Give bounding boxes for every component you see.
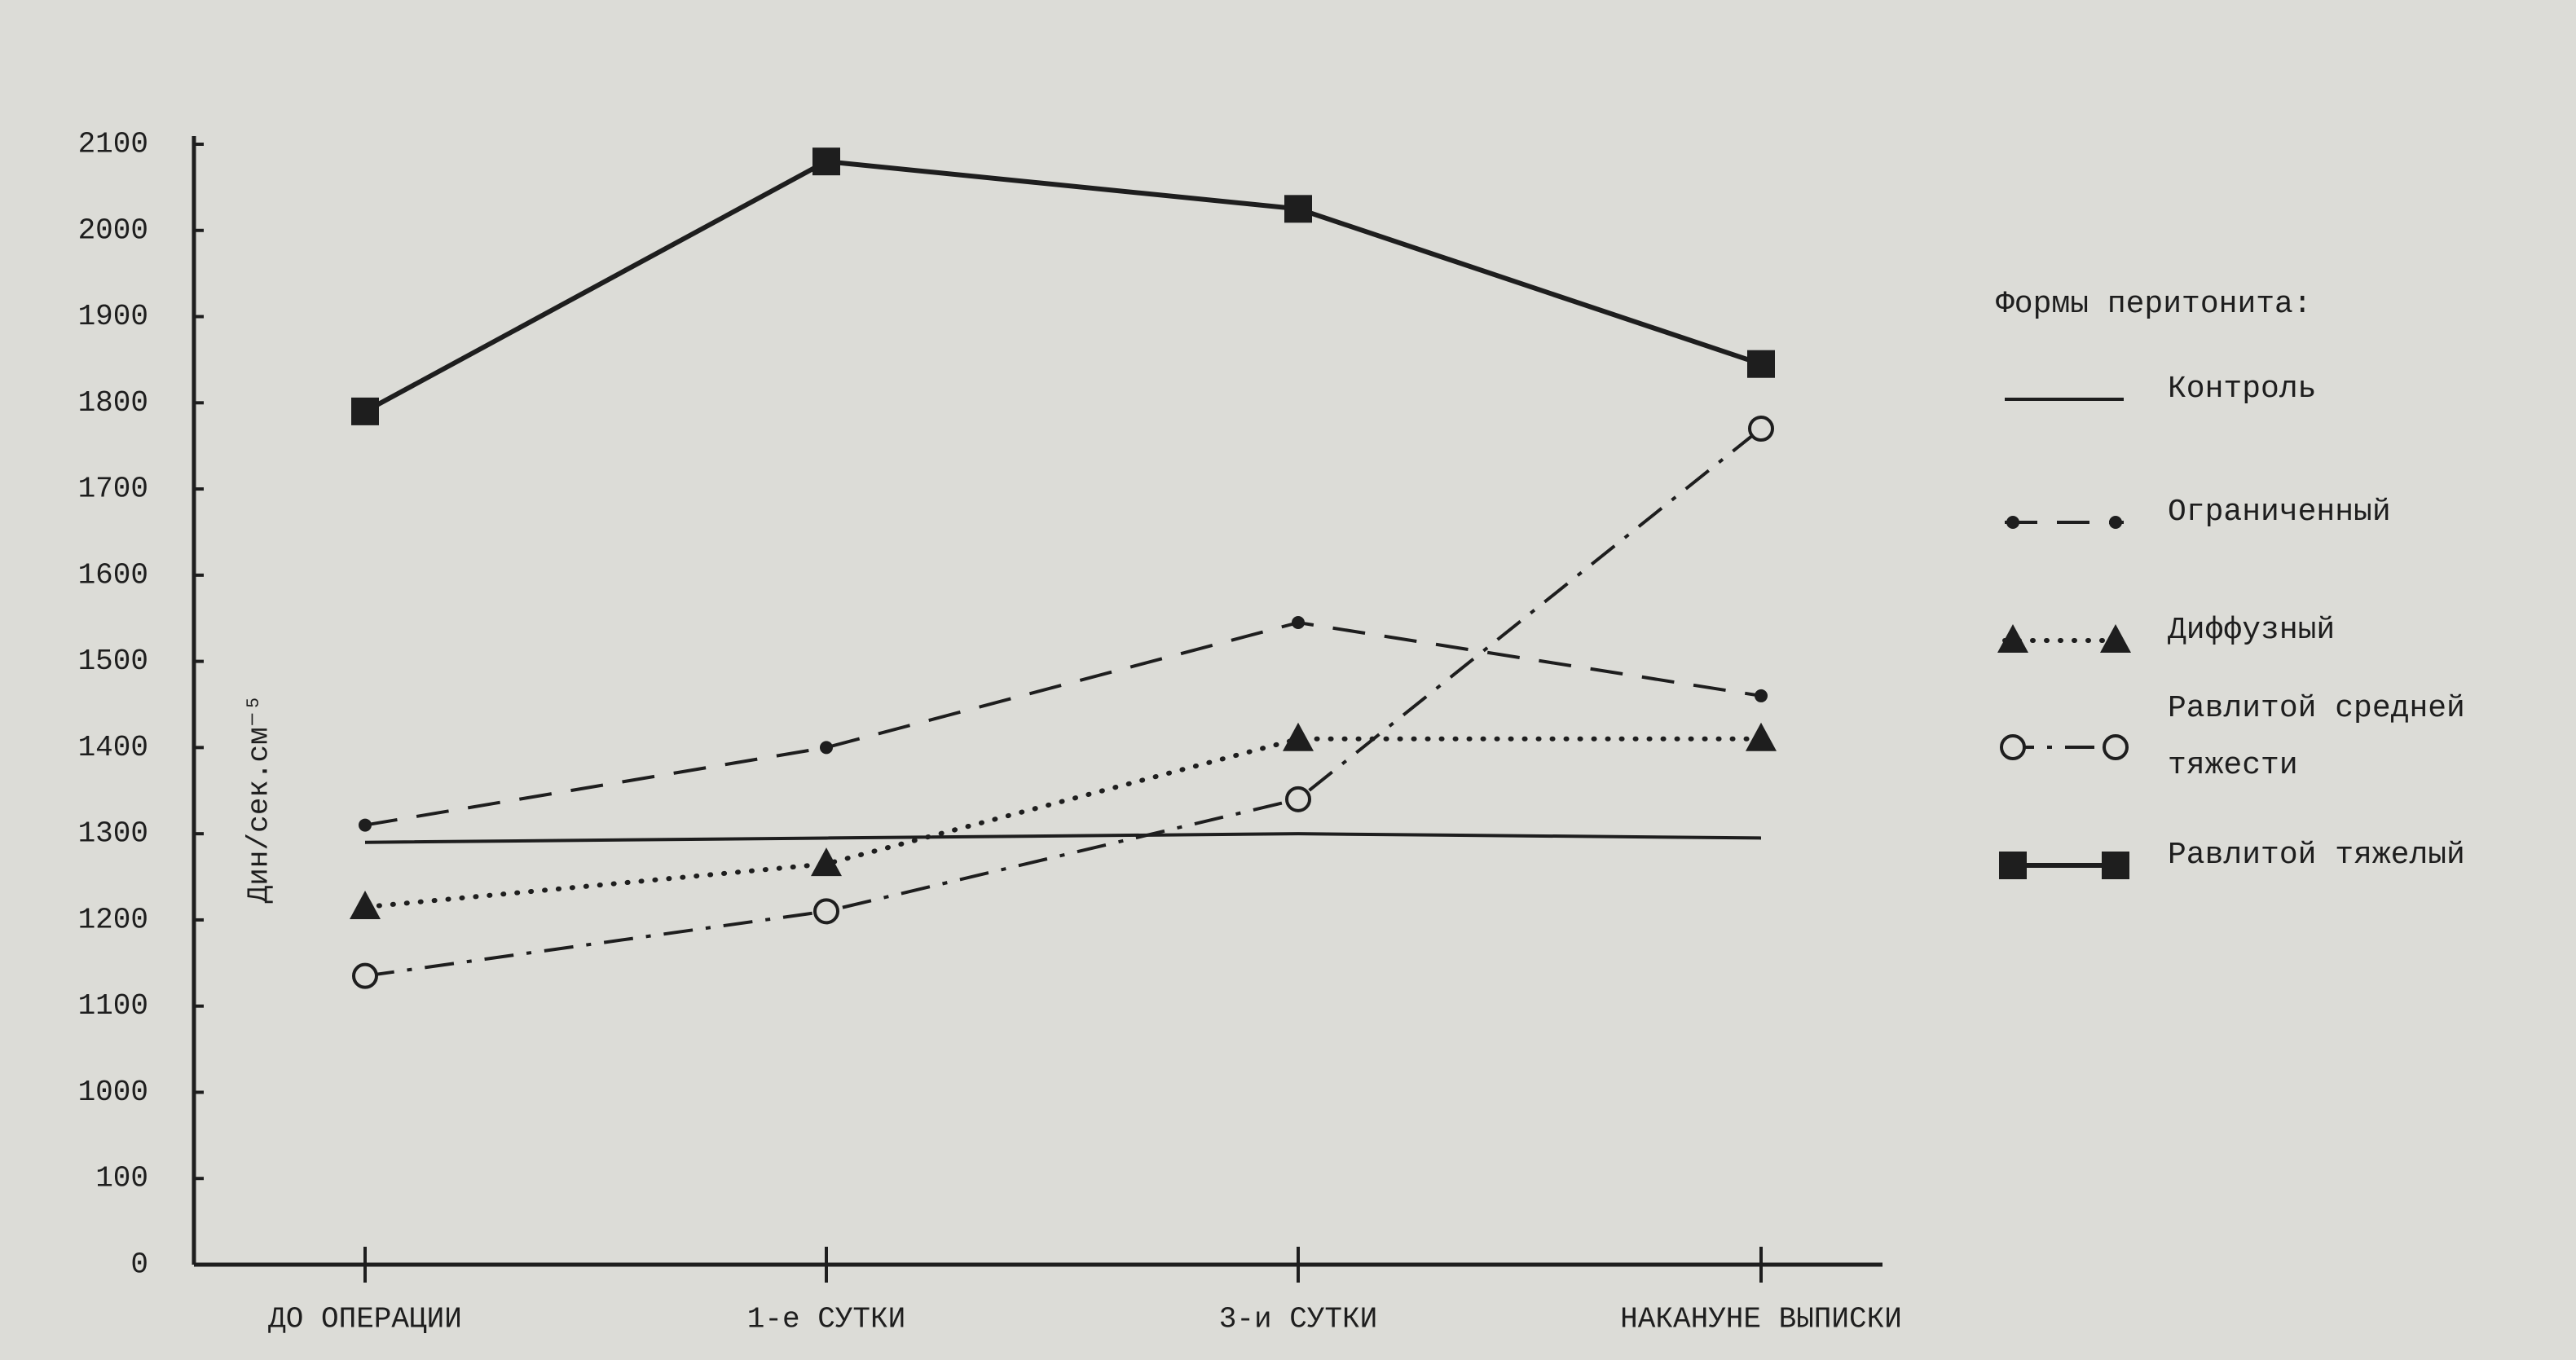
point xyxy=(2006,516,2019,529)
point xyxy=(350,891,381,920)
point xyxy=(1755,689,1768,702)
series xyxy=(350,722,1777,920)
y-tick-label: 1900 xyxy=(78,300,148,333)
y-tick-label: 1100 xyxy=(78,989,148,1023)
series-line xyxy=(364,427,1763,978)
x-tick-label: 3-и СУТКИ xyxy=(1219,1303,1377,1336)
point xyxy=(1292,616,1305,630)
legend-label: Равлитой тяжелый xyxy=(2168,838,2465,873)
y-tick-label: 1600 xyxy=(78,558,148,592)
point xyxy=(2103,734,2129,760)
x-tick-label: 1-е СУТКИ xyxy=(747,1303,905,1336)
point xyxy=(1747,350,1775,378)
point xyxy=(1748,416,1774,442)
point xyxy=(1999,852,2027,879)
point xyxy=(1283,722,1314,751)
x-tick-label: ДО ОПЕРАЦИИ xyxy=(268,1303,462,1336)
series-line xyxy=(363,736,1764,910)
y-tick-label: 1000 xyxy=(78,1076,148,1109)
point xyxy=(359,818,372,832)
point xyxy=(812,147,840,176)
point xyxy=(2000,734,2026,760)
series xyxy=(359,616,1768,832)
point xyxy=(2100,624,2131,653)
series-line xyxy=(364,620,1762,827)
point xyxy=(1997,624,2028,653)
point xyxy=(2102,852,2129,879)
y-tick-label: 2100 xyxy=(78,128,148,161)
legend-label: Диффузный xyxy=(2168,613,2336,648)
point xyxy=(1285,786,1311,812)
legend-title: Формы перитонита: xyxy=(1996,287,2312,322)
point xyxy=(2109,516,2122,529)
legend-label: Контроль xyxy=(2168,372,2317,407)
y-axis-label: Дин/сек.см⁻⁵ xyxy=(243,694,276,904)
point xyxy=(811,847,842,877)
series xyxy=(352,416,1774,989)
y-tick-label: 0 xyxy=(130,1248,148,1282)
y-tick-label: 1500 xyxy=(78,645,148,678)
point xyxy=(352,962,378,989)
y-tick-label: 100 xyxy=(95,1162,148,1195)
series xyxy=(351,147,1775,425)
point xyxy=(1284,195,1312,223)
y-tick-label: 2000 xyxy=(78,213,148,247)
y-tick-label: 1200 xyxy=(78,903,148,936)
y-tick-label: 1700 xyxy=(78,473,148,506)
point xyxy=(820,741,833,755)
point xyxy=(813,898,839,925)
series xyxy=(364,832,1762,844)
series-line xyxy=(363,159,1762,414)
series-line xyxy=(364,832,1762,844)
point xyxy=(1746,722,1777,751)
y-tick-label: 1400 xyxy=(78,731,148,764)
point xyxy=(351,397,379,425)
legend-label: Равлитой средней тяжести xyxy=(2168,691,2465,783)
y-tick-label: 1300 xyxy=(78,817,148,851)
legend-label: Ограниченный xyxy=(2168,495,2391,530)
y-tick-label: 1800 xyxy=(78,386,148,420)
x-tick-label: НАКАНУНЕ ВЫПИСКИ xyxy=(1620,1303,1902,1336)
